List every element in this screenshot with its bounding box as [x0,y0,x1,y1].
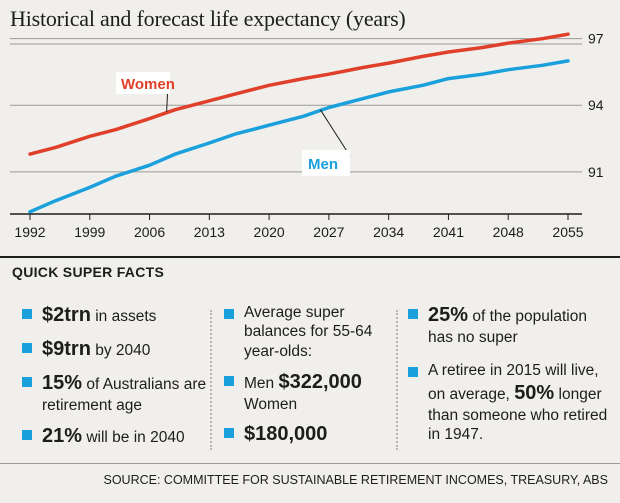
men-balance-value: $322,000 [278,371,362,394]
fact-item: Men $322,000 Women [222,370,392,414]
fact-text: A retiree in 2015 will live, on average, [428,362,599,403]
fact-item: A retiree in 2015 will live, on average,… [406,361,611,444]
bullet-square-icon [408,309,418,319]
fact-text: by 2040 [90,342,151,359]
column-divider [396,310,398,450]
fact-text: of Australians are retirement age [42,376,207,414]
fact-text: will be in 2040 [82,429,185,447]
fact-text: in assets [90,308,157,325]
y-tick-label: 97 [588,31,604,47]
column-divider [210,310,212,450]
facts-column-2: Average super balances for 55-64 year-ol… [222,303,392,456]
bullet-square-icon [22,343,32,353]
facts-column-1: $2trn in assets $9trn by 2040 15% of Aus… [20,303,210,458]
x-tick-label: 2020 [254,224,285,240]
x-tick-label: 1992 [14,224,45,240]
fact-item: 21% will be in 2040 [20,424,210,449]
life-expectancy-chart: 91 94 97 1992 1999 2006 2013 2020 2027 2034 2041 20… [10,31,604,240]
bullet-square-icon [22,377,32,387]
x-tick-label: 1999 [74,224,105,240]
fact-figure: 15% [42,372,83,394]
legend-label-women: Women [121,76,175,93]
x-tick-label: 2055 [552,224,583,240]
bullet-square-icon [224,309,234,319]
x-tick-label: 2027 [313,224,344,240]
fact-figure: $9trn [42,338,91,360]
fact-figure: 50% [514,381,555,404]
y-tick-label: 91 [588,164,604,180]
series-line-women [28,32,570,156]
bullet-square-icon [22,309,32,319]
men-balance-label: Men [244,375,279,393]
fact-figure: 25% [428,304,469,326]
legend-label-men: Men [308,156,338,173]
fact-item: $2trn in assets [20,303,210,328]
x-tick-label: 2034 [373,224,404,240]
fact-item: $180,000 [222,422,392,447]
fact-text: of the population has no super [428,308,587,346]
bullet-square-icon [408,367,418,378]
facts-column-3: 25% of the population has no super A ret… [406,303,611,454]
bullet-square-icon [224,376,234,387]
women-balance-value: $180,000 [244,422,328,445]
bullet-square-icon [224,427,234,438]
fact-text: longer than someone who retired in 1947. [428,385,608,444]
facts-heading: QUICK SUPER FACTS [12,264,165,280]
footer-divider [0,463,620,464]
women-label-box [116,72,170,94]
women-balance-label: Women [244,396,298,414]
section-divider [0,256,620,258]
bullet-square-icon [22,430,32,441]
x-tick-label: 2048 [493,224,524,240]
chart-title: Historical and forecast life expectancy … [10,6,406,31]
x-tick-label: 2041 [433,224,464,240]
men-leader-line [319,109,351,157]
fact-item: 25% of the population has no super [406,303,611,347]
fact-item: 15% of Australians are retirement age [20,371,210,415]
x-tick-label: 2006 [134,224,165,240]
x-tick-label: 2013 [194,224,225,240]
fact-item: $9trn by 2040 [20,337,210,362]
series-line-men [28,59,570,214]
source-note: SOURCE: COMMITTEE FOR SUSTAINABLE RETIRE… [103,473,609,487]
fact-text: Average super balances for 55-64 year-ol… [244,304,373,360]
fact-figure: 21% [42,425,83,448]
y-tick-label: 94 [588,97,604,113]
fact-item: Average super balances for 55-64 year-ol… [222,303,392,361]
men-label-box [302,150,350,176]
fact-figure: $2trn [42,304,91,326]
